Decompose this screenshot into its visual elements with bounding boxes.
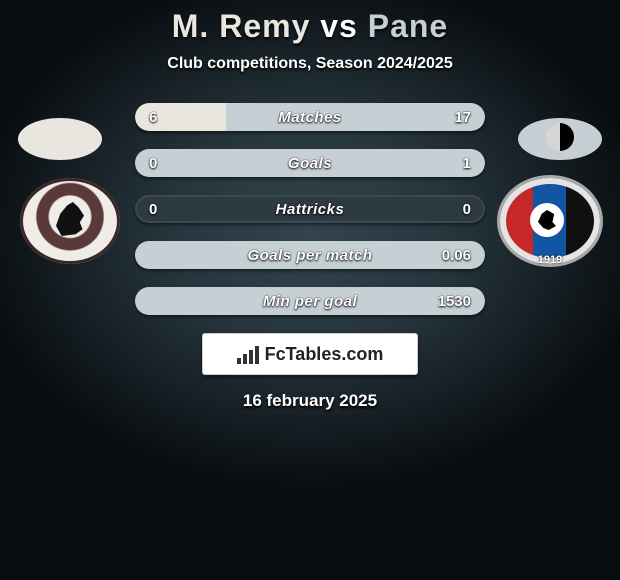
stat-value-right: 17 [425, 109, 485, 126]
stat-label: Goals [195, 155, 425, 172]
stat-row: 6Matches17 [135, 103, 485, 131]
comparison-card: M. Remy vs Pane Club competitions, Seaso… [0, 0, 620, 411]
stat-value-right: 1530 [425, 293, 485, 310]
crest-year: 1919 [500, 254, 600, 266]
stat-value-left: 0 [135, 155, 195, 172]
player-1-club-crest [20, 178, 120, 264]
stat-row: Goals per match0.06 [135, 241, 485, 269]
stat-value-left: 6 [135, 109, 195, 126]
watermark: FcTables.com [202, 333, 418, 375]
watermark-text: FcTables.com [265, 344, 384, 365]
stat-value-right: 0.06 [425, 247, 485, 264]
stat-rows: 6Matches170Goals10Hattricks0Goals per ma… [135, 103, 485, 315]
player-2-name: Pane [368, 8, 448, 44]
stat-row: 0Goals1 [135, 149, 485, 177]
stat-row: 0Hattricks0 [135, 195, 485, 223]
player-2-badge [518, 118, 602, 160]
comparison-date: 16 february 2025 [0, 391, 620, 411]
player-1-name: M. Remy [172, 8, 311, 44]
stat-value-right: 1 [425, 155, 485, 172]
stat-value-right: 0 [425, 201, 485, 218]
stat-label: Goals per match [195, 247, 425, 264]
player-1-badge [18, 118, 102, 160]
stat-label: Matches [195, 109, 425, 126]
stat-label: Hattricks [195, 201, 425, 218]
subtitle: Club competitions, Season 2024/2025 [0, 55, 620, 73]
player-2-club-crest: 1919 [500, 178, 600, 264]
stat-label: Min per goal [195, 293, 425, 310]
page-title: M. Remy vs Pane [0, 8, 620, 45]
stat-value-left: 0 [135, 201, 195, 218]
chart-bars-icon [237, 344, 259, 364]
vs-separator: vs [320, 8, 358, 44]
stat-row: Min per goal1530 [135, 287, 485, 315]
